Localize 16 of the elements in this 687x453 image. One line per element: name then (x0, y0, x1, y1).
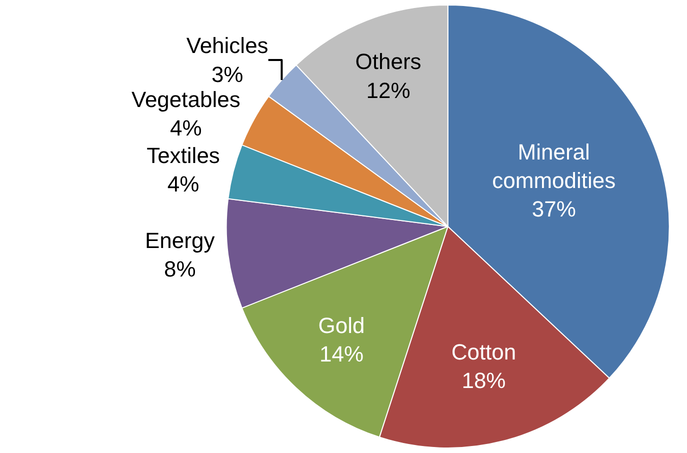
slice-label: Vegetables (131, 86, 240, 112)
slice-label: Textiles (146, 142, 220, 168)
data-label: 4% (167, 172, 200, 197)
slice-label: Vehicles (186, 33, 268, 58)
slice-label: Others (355, 49, 422, 74)
data-label: 14% (319, 342, 364, 367)
data-label: 18% (462, 368, 506, 393)
data-label: 3% (211, 62, 244, 87)
slice-label: Mineral commodities (492, 140, 616, 194)
data-label: 37% (532, 196, 576, 222)
slice-label: Gold (318, 312, 365, 338)
data-label: 8% (164, 256, 196, 282)
slice-label: Cotton (451, 339, 516, 364)
slice-label: Energy (144, 228, 215, 253)
data-label: 12% (366, 78, 410, 103)
data-label: 4% (170, 115, 202, 140)
